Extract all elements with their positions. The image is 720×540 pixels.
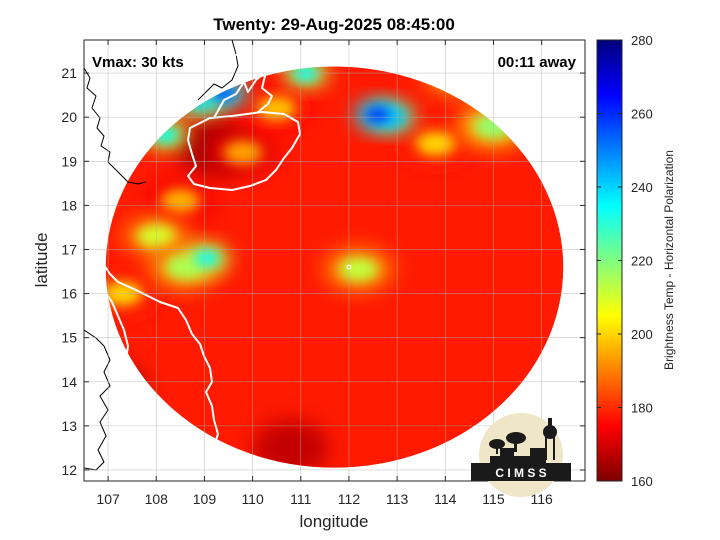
convection-cell	[338, 257, 379, 282]
y-tick-label: 16	[61, 286, 77, 302]
storm-center-dot	[346, 264, 352, 270]
y-tick-label: 14	[61, 374, 77, 390]
coastline-china-coast	[235, 40, 375, 73]
y-axis-ticks: 12 13 14 15 16 17 18 19 20 21	[61, 65, 585, 478]
convection-cell	[223, 140, 263, 165]
x-tick-label: 113	[386, 491, 409, 507]
x-tick-label: 107	[96, 491, 120, 507]
y-axis-label: latitude	[32, 233, 51, 288]
y-tick-label: 19	[61, 153, 77, 169]
axes-frame	[83, 39, 586, 482]
y-tick-label: 12	[61, 462, 77, 478]
coastline-china-south	[197, 40, 239, 101]
colorbar-tick-label: 280	[631, 33, 653, 48]
x-tick-label: 112	[338, 491, 361, 507]
y-tick-label: 18	[61, 197, 77, 213]
x-tick-label: 109	[193, 491, 217, 507]
x-tick-label: 108	[145, 491, 169, 507]
coastline-gulf-tonkin	[115, 169, 147, 185]
storm-center-marker	[346, 264, 352, 270]
coastline-leizhou	[213, 71, 273, 119]
x-tick-label: 111	[290, 491, 311, 507]
colorbar-tick-label: 200	[631, 327, 653, 342]
vmax-annotation: Vmax: 30 kts	[92, 54, 184, 71]
time-away-annotation: 00:11 away	[498, 54, 577, 71]
y-tick-label: 13	[61, 418, 77, 434]
colorbar	[596, 39, 623, 482]
coastline-laos-inner	[93, 265, 145, 419]
coastline-vietnam-central	[84, 223, 221, 471]
colorbar-tick-label: 160	[631, 474, 653, 489]
y-tick-label: 21	[61, 65, 77, 81]
coastline-laos-border	[84, 329, 111, 471]
coastline-vietnam-north	[84, 67, 117, 171]
x-tick-label: 116	[530, 491, 553, 507]
colorbar-tick-label: 220	[631, 254, 653, 269]
x-tick-label: 110	[241, 491, 264, 507]
colorbar-tick-label: 260	[631, 107, 653, 122]
y-tick-label: 15	[61, 330, 77, 346]
x-tick-label: 115	[482, 491, 505, 507]
cimss-logo-text: C I M S S	[495, 466, 546, 480]
y-tick-label: 17	[61, 241, 77, 257]
convection-cell	[194, 250, 220, 266]
convection-cell	[415, 131, 456, 156]
convection-cell	[365, 107, 391, 123]
x-axis-ticks: 107 108 109 110 111 112 113 114 115 116	[96, 40, 553, 507]
colorbar-ticks: 160 180 200 220 240 260 280	[597, 33, 653, 489]
colorbar-label: Brightness Temp - Horizontal Polarizatio…	[662, 150, 676, 370]
chart-title: Twenty: 29-Aug-2025 08:45:00	[213, 15, 455, 34]
coastlines	[84, 40, 375, 471]
y-tick-label: 20	[61, 109, 77, 125]
coastline-hainan	[187, 111, 301, 191]
x-tick-label: 114	[434, 491, 457, 507]
x-axis-label: longitude	[299, 512, 368, 531]
colorbar-tick-label: 240	[631, 180, 653, 195]
cimss-logo: C I M S S	[471, 413, 571, 497]
colorbar-tick-label: 180	[631, 401, 653, 416]
convection-cell	[160, 188, 201, 214]
